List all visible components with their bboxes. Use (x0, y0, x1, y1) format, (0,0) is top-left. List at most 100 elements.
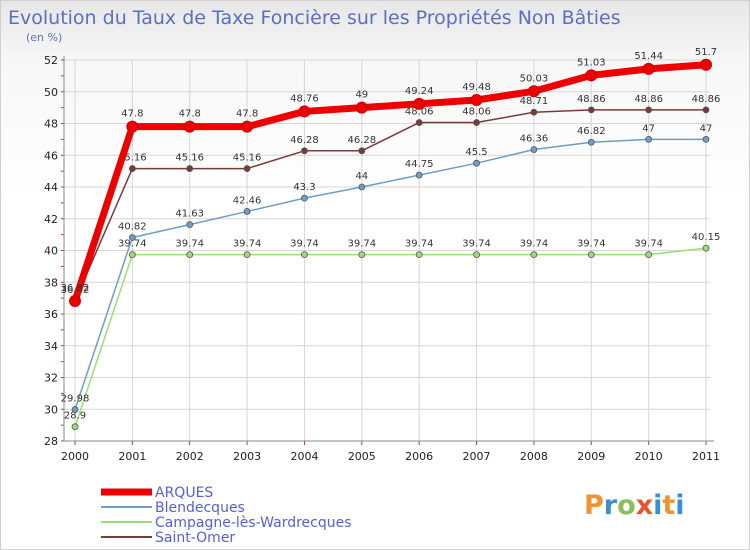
data-label: 39.74 (634, 239, 663, 250)
data-point (183, 120, 196, 133)
data-point (702, 135, 710, 143)
data-point (473, 251, 480, 259)
x-tick-label: 2010 (635, 450, 663, 463)
data-point (413, 97, 426, 110)
data-point (358, 147, 366, 155)
data-label: 51.44 (634, 51, 663, 62)
data-label: 48.86 (577, 94, 606, 105)
data-point (530, 251, 538, 259)
data-point (587, 138, 595, 146)
axes: 28 30 32 34 36 38 40 42 44 46 48 50 52 2000 2001 2002 20… (44, 54, 720, 463)
data-label: 48.71 (520, 96, 549, 107)
chart-unit: (en %) (26, 31, 62, 44)
grid (64, 59, 710, 442)
data-point (186, 165, 194, 172)
data-label: 36.82 (61, 283, 90, 294)
data-label: 40.82 (118, 221, 147, 232)
data-point (241, 120, 254, 133)
data-point (587, 251, 595, 259)
x-tick-label: 2002 (176, 450, 204, 463)
data-point (642, 62, 655, 75)
data-label: 40.15 (692, 232, 721, 243)
data-point (415, 119, 423, 126)
data-point (186, 251, 194, 259)
data-label: 48.86 (692, 94, 721, 105)
x-tick-label: 2003 (233, 450, 261, 463)
y-tick-label: 48 (44, 118, 58, 131)
data-label: 46.28 (347, 135, 376, 146)
x-tick-label: 2000 (61, 450, 89, 463)
chart-title: Evolution du Taux de Taxe Foncière sur l… (8, 7, 621, 29)
data-point (645, 106, 653, 114)
data-label: 48.06 (405, 107, 434, 118)
data-point (473, 119, 480, 126)
data-point (527, 85, 540, 98)
data-label: 39.74 (290, 239, 319, 250)
x-tick-label: 2011 (692, 450, 720, 463)
data-point (530, 108, 538, 116)
x-tick-label: 2008 (520, 450, 548, 463)
series-line (71, 61, 710, 305)
data-label: 47 (642, 123, 655, 134)
legend-label: ARQUES (155, 485, 213, 501)
x-tick-label: 2009 (577, 450, 605, 463)
legend-label: Campagne-lès-Wardrecques (155, 515, 352, 531)
data-label: 46.82 (577, 126, 606, 137)
y-tick-label: 36 (44, 308, 58, 321)
series-line (74, 109, 707, 302)
data-point (186, 221, 194, 229)
data-point (470, 94, 483, 107)
y-tick-label: 40 (44, 245, 58, 258)
data-point (128, 234, 136, 241)
proxiti-logo: Proxiti (584, 490, 685, 521)
data-label: 45.16 (175, 153, 204, 164)
y-tick-label: 28 (44, 435, 58, 448)
data-label: 51.7 (695, 47, 717, 58)
data-point (355, 101, 368, 114)
data-point (415, 251, 423, 259)
data-label: 43.3 (293, 182, 315, 193)
data-label: 50.03 (520, 73, 549, 84)
data-label: 45.16 (118, 153, 147, 164)
x-tick-label: 2007 (463, 450, 491, 463)
data-point (126, 120, 139, 133)
y-tick-label: 44 (44, 181, 58, 194)
data-point (69, 294, 81, 307)
legend-label: Blendecques (155, 500, 245, 516)
data-point (358, 183, 366, 191)
data-point (128, 251, 136, 259)
data-label: 46.28 (290, 135, 319, 146)
y-tick-label: 30 (44, 403, 58, 416)
data-label: 44.75 (405, 159, 434, 170)
data-label: 41.63 (175, 209, 204, 220)
data-point (415, 171, 423, 179)
x-tick-label: 2004 (290, 450, 318, 463)
data-label: 48.06 (462, 107, 491, 118)
y-tick-label: 34 (44, 340, 58, 353)
data-label: 45.16 (233, 153, 262, 164)
data-point (702, 106, 710, 114)
data-label: 46.36 (520, 134, 549, 145)
data-label: 39.74 (175, 239, 204, 250)
data-point (71, 406, 79, 413)
legend-label: Saint-Omer (155, 530, 235, 546)
data-point (645, 135, 653, 143)
data-point (645, 251, 653, 259)
data-point (702, 244, 710, 252)
data-point (243, 208, 251, 215)
data-point (473, 159, 480, 167)
data-label: 45.5 (465, 147, 487, 158)
x-tick-label: 2005 (348, 450, 376, 463)
series-line (74, 247, 707, 428)
data-point (700, 58, 712, 71)
data-label: 39.74 (577, 239, 606, 250)
x-tick-label: 2006 (405, 450, 433, 463)
data-point (530, 146, 538, 153)
data-point (301, 194, 308, 202)
data-label: 47.8 (179, 109, 201, 120)
data-point (128, 165, 136, 172)
y-tick-label: 32 (44, 372, 58, 385)
data-point (298, 105, 311, 118)
data-label: 47 (700, 123, 713, 134)
